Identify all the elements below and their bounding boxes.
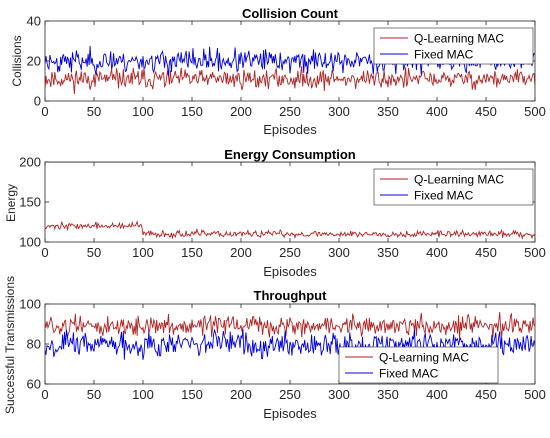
energy-consumption-ylabel: Energy: [4, 184, 18, 222]
collision-count-title: Collision Count: [242, 6, 339, 21]
legend-label: Fixed MAC: [414, 48, 474, 62]
legend-label: Q-Learning MAC: [379, 351, 469, 365]
throughput-xlabel: Episodes: [263, 406, 317, 421]
x-tick-label: 400: [426, 387, 448, 402]
x-tick-label: 500: [524, 245, 546, 260]
x-tick-label: 400: [426, 245, 448, 260]
energy-consumption-xlabel: Episodes: [263, 264, 317, 279]
x-tick-label: 450: [475, 387, 497, 402]
y-tick-label: 40: [27, 14, 41, 29]
collision-count-panel: Collision Count Collisions Episodes 0 50 1…: [10, 6, 546, 137]
legend: Q-Learning MAC Fixed MAC: [338, 346, 499, 384]
y-tick-label: 0: [34, 94, 41, 109]
x-tick-label: 350: [377, 245, 399, 260]
x-tick-label: 200: [230, 245, 252, 260]
x-tick-label: 250: [279, 387, 301, 402]
series-line-fixed-mac: [45, 45, 535, 76]
x-tick-label: 200: [230, 104, 252, 119]
series-line-q-learning-mac: [45, 220, 535, 240]
x-tick-label: 100: [132, 387, 154, 402]
legend-label: Fixed MAC: [379, 367, 439, 381]
y-tick-label: 20: [27, 54, 41, 69]
legend: Q-Learning MAC Fixed MAC: [373, 27, 534, 65]
legend-label: Q-Learning MAC: [414, 32, 504, 46]
y-tick-label: 100: [19, 235, 41, 250]
x-tick-label: 450: [475, 104, 497, 119]
x-tick-label: 100: [132, 245, 154, 260]
x-tick-label: 450: [475, 245, 497, 260]
x-tick-label: 200: [230, 387, 252, 402]
y-tick-label: 60: [27, 377, 41, 392]
x-tick-label: 250: [279, 104, 301, 119]
x-tick-label: 50: [87, 104, 101, 119]
x-tick-label: 50: [87, 387, 101, 402]
x-tick-label: 0: [41, 245, 48, 260]
x-tick-label: 300: [328, 245, 350, 260]
x-tick-label: 350: [377, 104, 399, 119]
x-tick-label: 150: [181, 104, 203, 119]
x-tick-label: 400: [426, 104, 448, 119]
x-tick-label: 0: [41, 387, 48, 402]
collision-count-xlabel: Episodes: [263, 122, 317, 137]
legend-label: Q-Learning MAC: [414, 173, 504, 187]
x-tick-label: 250: [279, 245, 301, 260]
throughput-title: Throughput: [254, 288, 328, 303]
throughput-panel: Throughput Successful Transmissions Epis…: [3, 276, 546, 421]
x-tick-label: 100: [132, 104, 154, 119]
throughput-ylabel: Successful Transmissions: [3, 276, 17, 414]
x-tick-label: 300: [328, 104, 350, 119]
series-line-q-learning-mac: [45, 311, 535, 340]
energy-consumption-title: Energy Consumption: [224, 147, 356, 162]
collision-count-ylabel: Collisions: [10, 35, 24, 86]
x-tick-label: 350: [377, 387, 399, 402]
y-tick-label: 100: [19, 297, 41, 312]
x-tick-label: 150: [181, 245, 203, 260]
y-tick-label: 200: [19, 155, 41, 170]
legend: Q-Learning MAC Fixed MAC: [373, 168, 534, 206]
energy-consumption-panel: Energy Consumption Energy Episodes 0 50 10…: [4, 147, 546, 279]
x-tick-label: 300: [328, 387, 350, 402]
y-tick-label: 150: [19, 195, 41, 210]
x-tick-label: 0: [41, 104, 48, 119]
legend-label: Fixed MAC: [414, 189, 474, 203]
series-line-fixed-mac: [45, 328, 535, 360]
x-tick-label: 500: [524, 387, 546, 402]
x-tick-label: 50: [87, 245, 101, 260]
series-line-q-learning-mac: [45, 66, 535, 94]
x-tick-label: 500: [524, 104, 546, 119]
y-tick-label: 80: [27, 337, 41, 352]
x-tick-label: 150: [181, 387, 203, 402]
